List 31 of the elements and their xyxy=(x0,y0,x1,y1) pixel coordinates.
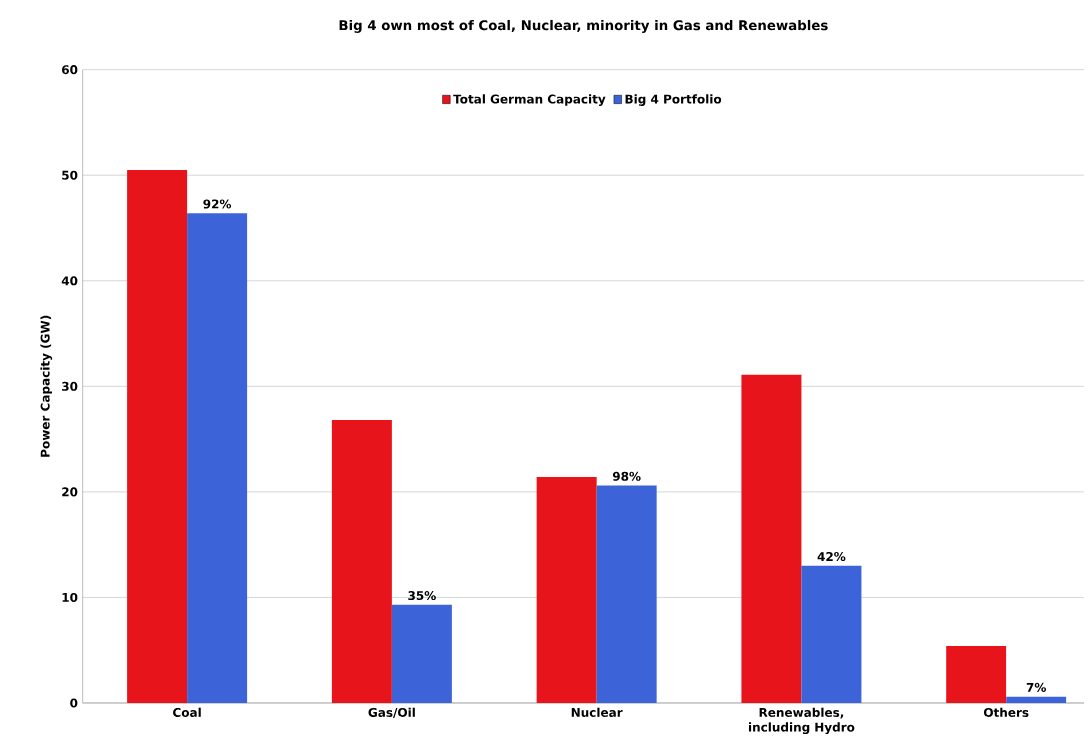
y-tick-label: 0 xyxy=(70,698,78,708)
bar xyxy=(391,604,452,703)
y-tick-label: 60 xyxy=(62,65,78,75)
x-tick-label: Coal xyxy=(173,707,201,717)
bar xyxy=(596,485,657,703)
annotation: 42% xyxy=(817,551,846,562)
x-tick-label: Renewables, including Hydro xyxy=(748,707,855,735)
y-tick-label: 20 xyxy=(62,487,78,497)
bar xyxy=(536,477,597,703)
bar xyxy=(741,374,802,703)
bar xyxy=(801,565,862,703)
y-axis-title: Power Capacity (GW) xyxy=(40,315,53,457)
y-tick-label: 30 xyxy=(62,381,78,391)
legend-label: Big 4 Portfolio xyxy=(625,94,722,106)
bar xyxy=(187,213,248,703)
annotation: 92% xyxy=(203,199,232,209)
y-tick-label: 40 xyxy=(61,276,78,286)
bar xyxy=(946,645,1007,703)
y-tick-label: 50 xyxy=(62,170,78,180)
annotation: 35% xyxy=(408,591,436,601)
annotation: 98% xyxy=(612,471,641,481)
y-tick-label: 10 xyxy=(62,592,78,602)
chart-title: Big 4 own most of Coal, Nuclear, minority in Gas and Renewables xyxy=(339,19,828,33)
legend-label: Total German Capacity xyxy=(453,94,606,106)
x-tick-label: Gas/Oil xyxy=(368,707,415,718)
bar xyxy=(1006,696,1067,703)
annotation: 7% xyxy=(1026,682,1046,692)
x-tick-label: Others xyxy=(983,707,1029,717)
bar xyxy=(127,169,188,703)
bar xyxy=(331,420,392,703)
x-tick-label: Nuclear xyxy=(571,707,623,717)
